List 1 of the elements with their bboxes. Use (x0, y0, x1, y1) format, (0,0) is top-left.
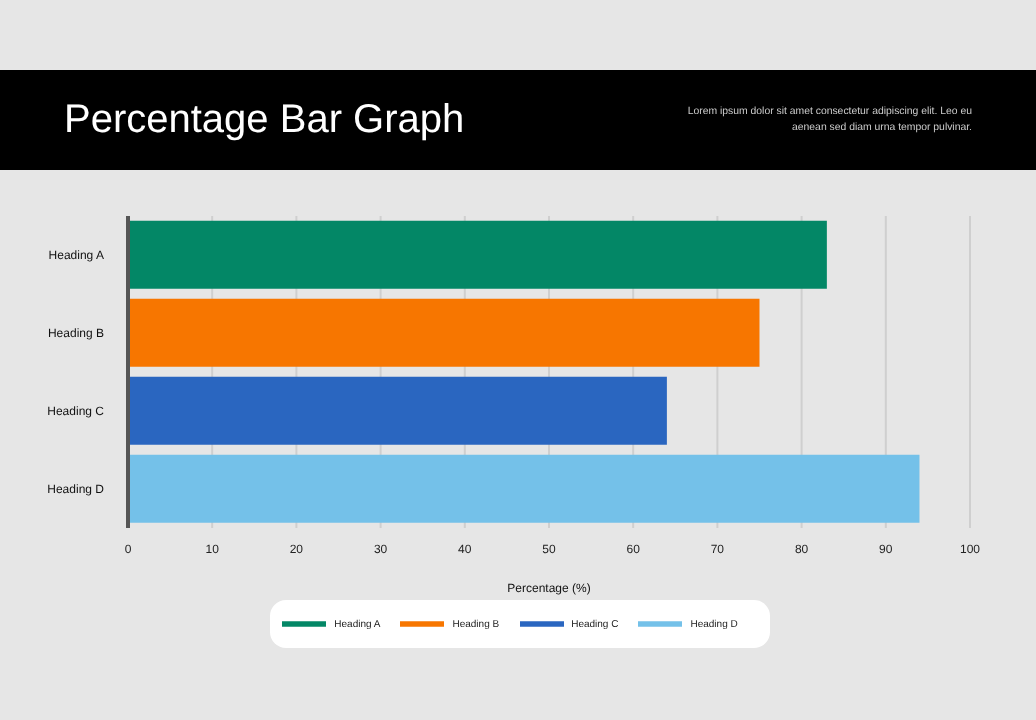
chart-title: Percentage Bar Graph (64, 97, 465, 143)
